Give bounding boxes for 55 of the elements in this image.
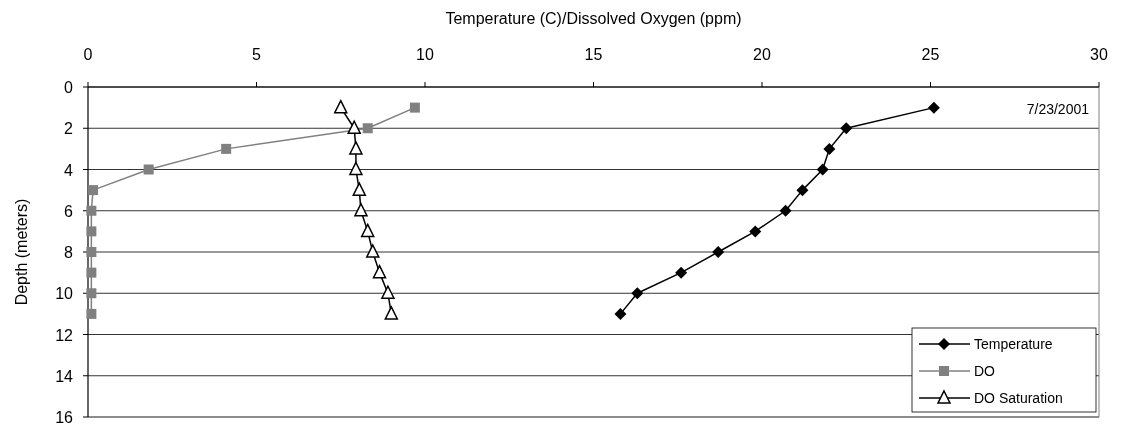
point (352, 182, 367, 196)
point (823, 142, 836, 155)
point (354, 203, 368, 217)
point (366, 244, 380, 258)
point (86, 205, 97, 216)
x-axis-title: Temperature (C)/Dissolved Oxygen (ppm) (445, 10, 742, 27)
annotation: 7/23/2001 (1026, 101, 1090, 117)
point (749, 225, 762, 238)
point (349, 161, 363, 176)
y-tick-label: 2 (64, 120, 74, 138)
point (712, 246, 725, 258)
x-tick-label: 5 (252, 46, 262, 63)
point (816, 163, 829, 176)
x-tick-label: 10 (416, 46, 434, 63)
point (840, 122, 853, 135)
x-tick-label: 30 (1090, 46, 1108, 63)
y-tick-label: 16 (55, 409, 74, 426)
y-tick-label: 12 (55, 326, 74, 344)
point (349, 141, 363, 155)
y-tick-label: 14 (55, 367, 74, 385)
x-tick-label: 20 (753, 46, 771, 63)
point (779, 204, 792, 217)
legend-label: Temperature (974, 336, 1053, 352)
y-tick-label: 4 (64, 161, 74, 179)
point (88, 185, 99, 196)
y-axis-title: Depth (meters) (13, 198, 30, 306)
point (362, 123, 373, 134)
point (86, 288, 97, 299)
point (86, 247, 97, 257)
point (409, 102, 420, 113)
point (384, 306, 399, 320)
legend-label: DO Saturation (974, 390, 1063, 406)
point (360, 223, 375, 238)
y-tick-label: 10 (55, 285, 74, 303)
point (372, 264, 387, 279)
point (86, 308, 97, 319)
point (614, 307, 627, 320)
point (143, 164, 154, 175)
x-tick-label: 25 (921, 46, 940, 63)
point (334, 99, 348, 114)
point (221, 143, 232, 154)
y-tick-label: 0 (64, 79, 74, 96)
x-tick-label: 0 (83, 46, 93, 63)
point (381, 285, 395, 299)
x-tick-label: 15 (584, 46, 603, 63)
y-tick-label: 8 (64, 244, 74, 261)
point (796, 184, 809, 197)
point (86, 226, 97, 237)
y-tick-label: 6 (64, 202, 74, 220)
legend-label: DO (974, 363, 996, 379)
point (927, 101, 940, 114)
point (347, 120, 361, 134)
point (675, 266, 688, 279)
point (631, 287, 644, 300)
point (86, 267, 97, 278)
